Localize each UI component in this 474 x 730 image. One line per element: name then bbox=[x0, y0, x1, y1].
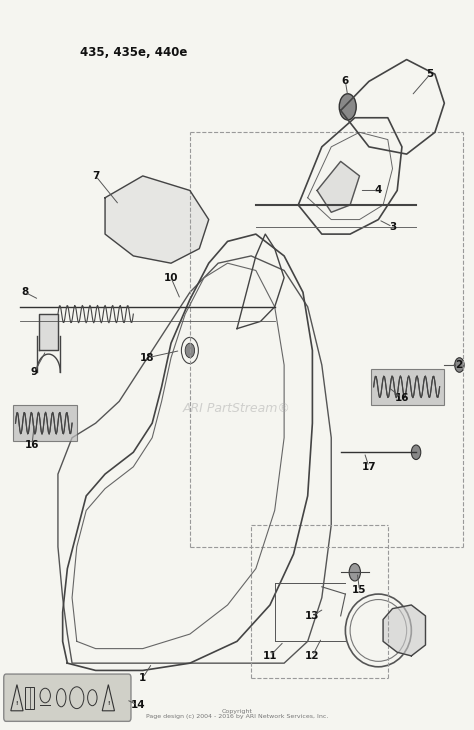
Circle shape bbox=[339, 93, 356, 120]
Text: Copyright
Page design (c) 2004 - 2016 by ARI Network Services, Inc.: Copyright Page design (c) 2004 - 2016 by… bbox=[146, 709, 328, 720]
Text: !: ! bbox=[107, 701, 109, 706]
Circle shape bbox=[455, 358, 464, 372]
Bar bbox=[25, 687, 35, 709]
Polygon shape bbox=[383, 605, 426, 656]
Circle shape bbox=[185, 343, 195, 358]
Bar bbox=[371, 369, 444, 405]
Circle shape bbox=[349, 564, 360, 581]
Text: 10: 10 bbox=[164, 273, 178, 283]
Text: 6: 6 bbox=[342, 77, 349, 86]
Text: 16: 16 bbox=[395, 393, 409, 403]
Text: 12: 12 bbox=[305, 651, 319, 661]
Text: 9: 9 bbox=[31, 367, 38, 377]
FancyBboxPatch shape bbox=[4, 674, 131, 721]
Text: 4: 4 bbox=[374, 185, 382, 196]
Text: 11: 11 bbox=[263, 651, 277, 661]
Text: 18: 18 bbox=[140, 353, 155, 363]
Text: 16: 16 bbox=[25, 440, 39, 450]
Text: ARI PartStream®: ARI PartStream® bbox=[183, 402, 291, 415]
Polygon shape bbox=[105, 176, 209, 264]
Text: 2: 2 bbox=[455, 360, 462, 370]
Text: 8: 8 bbox=[21, 288, 28, 297]
Polygon shape bbox=[39, 314, 58, 350]
Text: 17: 17 bbox=[362, 462, 376, 472]
Polygon shape bbox=[317, 161, 359, 212]
Circle shape bbox=[411, 445, 421, 460]
Text: 5: 5 bbox=[427, 69, 434, 79]
Text: !: ! bbox=[16, 701, 18, 706]
Bar bbox=[13, 405, 77, 442]
Text: 3: 3 bbox=[389, 222, 396, 232]
Text: 435, 435e, 440e: 435, 435e, 440e bbox=[80, 46, 187, 59]
Text: 1: 1 bbox=[139, 673, 146, 683]
Text: 14: 14 bbox=[131, 700, 146, 710]
Text: 15: 15 bbox=[352, 585, 367, 596]
Text: 7: 7 bbox=[92, 171, 100, 181]
Text: 13: 13 bbox=[305, 611, 319, 621]
